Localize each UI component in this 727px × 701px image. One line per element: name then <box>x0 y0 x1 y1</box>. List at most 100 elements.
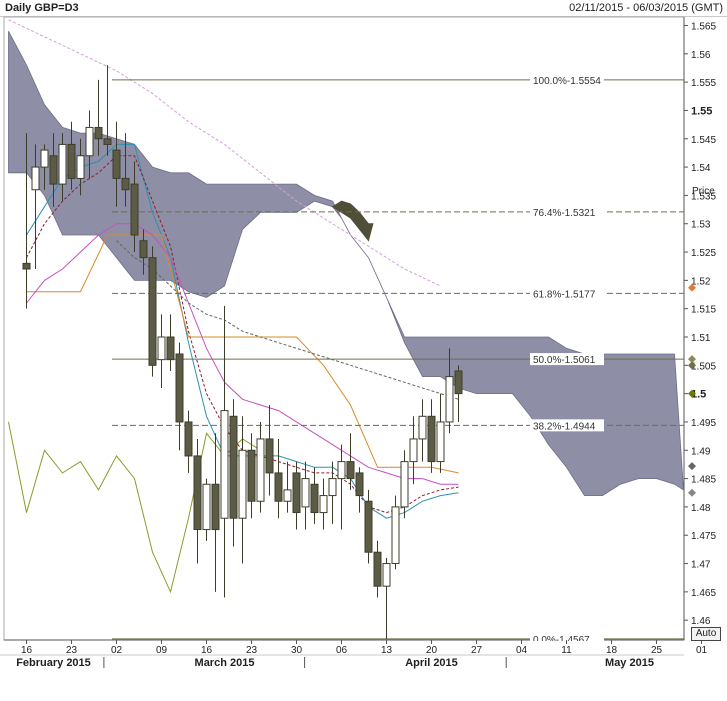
day-tick-label: 13 <box>381 645 393 656</box>
price-axis[interactable]: 1.565 1.56 1.555 1.55 1.545 1.54 1.535 1.53 1.52… <box>684 17 726 640</box>
fibonacci-label-bg-3 <box>530 353 604 366</box>
candle-up <box>328 478 337 497</box>
day-tick-label: 16 <box>21 645 33 656</box>
price-tick-label: 1.495 <box>691 418 716 429</box>
candle-up <box>31 166 40 191</box>
candle-up <box>400 461 409 508</box>
day-tick-label: 30 <box>291 645 303 656</box>
day-tick-label: 20 <box>426 645 438 656</box>
candle-up <box>409 438 418 463</box>
candle-down <box>148 257 157 366</box>
price-tick-label: 1.535 <box>691 191 716 202</box>
time-axis-bg <box>0 641 727 701</box>
indicator-line-6 <box>8 421 261 594</box>
candle-down <box>355 472 364 497</box>
candle-down <box>94 126 103 140</box>
price-axis-bg <box>685 17 726 640</box>
day-tick-label: 02 <box>111 645 123 656</box>
candle-down <box>22 262 31 270</box>
month-label: April 2015 <box>405 657 458 669</box>
day-tick-label: 04 <box>516 645 528 656</box>
fibonacci-label-bg-1 <box>530 205 604 218</box>
auto-scale-button[interactable]: Auto <box>691 627 721 641</box>
candle-down <box>454 370 463 395</box>
fibonacci-label-bg-2 <box>530 287 604 300</box>
candle-down <box>112 149 121 179</box>
price-tick-label: 1.555 <box>691 78 716 89</box>
price-marker-icon <box>688 283 696 292</box>
candle-down <box>139 240 148 259</box>
price-marker-icon <box>688 361 696 370</box>
indicator-line-5 <box>8 19 441 287</box>
price-tick-label: 1.505 <box>691 361 716 372</box>
price-marker-icon <box>688 389 696 398</box>
price-tick-label: 1.56 <box>691 50 711 61</box>
day-tick-label: 25 <box>651 645 663 656</box>
cloud-area <box>8 31 684 497</box>
day-tick-label: 09 <box>156 645 168 656</box>
candle-down <box>49 155 58 185</box>
candle-down <box>121 177 130 191</box>
price-tick-label: 1.49 <box>691 446 711 457</box>
price-tick-label: 1.5 <box>691 389 706 401</box>
day-tick-label: 18 <box>606 645 618 656</box>
fibonacci-label-bg-0 <box>530 73 604 86</box>
candle-up <box>418 415 427 440</box>
month-label: May 2015 <box>605 657 654 669</box>
candle-up <box>220 410 229 519</box>
candle-down <box>310 483 319 514</box>
candle-up <box>391 506 400 565</box>
candle-up <box>319 495 328 514</box>
candle-up <box>40 149 49 168</box>
candle-up <box>85 126 94 157</box>
candle-down <box>184 421 193 457</box>
price-tick-label: 1.47 <box>691 560 711 571</box>
price-tick-label: 1.485 <box>691 475 716 486</box>
candle-up <box>301 478 310 508</box>
candle-down <box>229 415 238 519</box>
date-range: 02/11/2015 - 06/03/2015 (GMT) <box>569 2 723 14</box>
candle-down <box>166 336 175 361</box>
price-tick-label: 1.54 <box>691 163 711 174</box>
candle-down <box>67 143 76 179</box>
candle-down <box>103 138 112 145</box>
plot-area <box>3 16 685 641</box>
candle-down <box>292 472 301 514</box>
candle-down <box>130 183 139 236</box>
candle-down <box>193 455 202 531</box>
price-tick-label: 1.525 <box>691 248 716 259</box>
candle-down <box>274 472 283 502</box>
indicator-line-2 <box>26 234 459 474</box>
candle-up <box>76 155 85 179</box>
price-marker-icon <box>688 355 696 364</box>
cloud-twist <box>331 200 374 242</box>
candle-down <box>247 449 256 502</box>
price-tick-label: 1.545 <box>691 135 716 146</box>
price-tick-label: 1.55 <box>691 105 712 117</box>
price-tick-label: 1.475 <box>691 531 716 542</box>
candle-up <box>382 563 391 587</box>
fibonacci-label-0: 100.0%-1.5554 <box>533 76 601 87</box>
candle-up <box>337 461 346 480</box>
chart-frame <box>3 16 685 641</box>
fibonacci-levels[interactable]: 100.0%-1.5554 76.4%-1.5321 61.8%-1.5177 50.… <box>112 73 684 646</box>
indicator-line-3 <box>26 223 459 485</box>
price-tick-label: 1.52 <box>691 276 711 287</box>
fibonacci-label-2: 61.8%-1.5177 <box>533 289 596 300</box>
candle-up <box>436 421 445 463</box>
price-marker-icon <box>688 488 696 497</box>
candle-up <box>157 336 166 361</box>
price-tick-label: 1.515 <box>691 305 716 316</box>
day-tick-label: 16 <box>201 645 213 656</box>
time-axis[interactable]: 16 23 02 09 16 23 30 06 13 20 27 04 11 18 25 01 February… <box>0 640 727 701</box>
price-tick-label: 1.565 <box>691 21 716 32</box>
candle-down <box>175 353 184 423</box>
candle-up <box>238 449 247 519</box>
candle-down <box>211 483 220 531</box>
price-marker-icon <box>688 462 696 471</box>
candle-down <box>427 415 436 463</box>
candle-up <box>256 438 265 502</box>
candle-down <box>373 551 382 587</box>
price-tick-label: 1.53 <box>691 220 711 231</box>
